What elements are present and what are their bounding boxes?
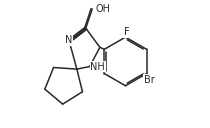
- Text: NH: NH: [90, 62, 105, 72]
- Text: OH: OH: [95, 4, 110, 14]
- Text: Br: Br: [144, 75, 155, 85]
- Text: F: F: [124, 27, 130, 37]
- Text: N: N: [66, 35, 73, 45]
